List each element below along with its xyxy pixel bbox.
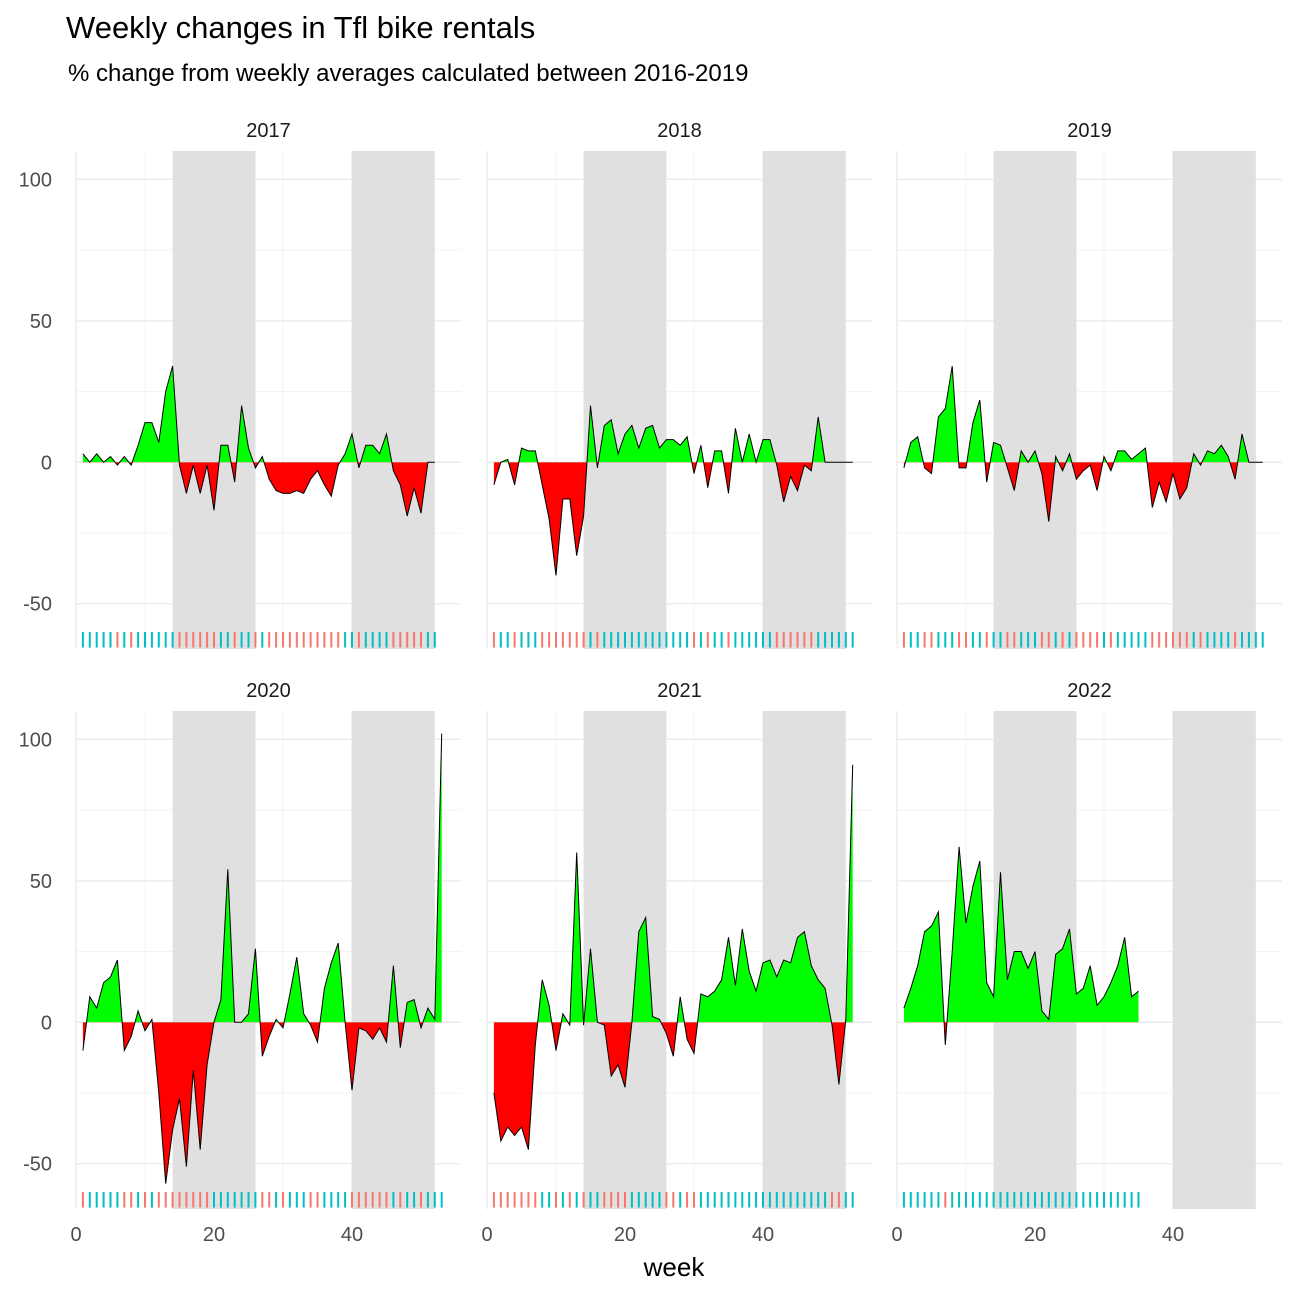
facet-label: 2020 (246, 680, 291, 702)
panel-2019: 2019 (896, 120, 1282, 649)
negative-area (493, 462, 853, 576)
x-tick-label: 40 (341, 1224, 363, 1246)
y-axes: 100 50 0 -50 100 50 0 -50 (19, 169, 52, 1175)
facet-label: 2021 (657, 680, 702, 702)
shaded-band (583, 711, 667, 1209)
shaded-band (172, 151, 256, 649)
y-tick-label: 0 (41, 1012, 52, 1034)
y-tick-label: -50 (23, 1154, 52, 1176)
shaded-band (583, 151, 667, 649)
series-line (903, 365, 1263, 522)
negative-area (82, 462, 435, 517)
y-tick-label: 50 (30, 871, 52, 893)
positive-area (493, 405, 853, 463)
negative-area (493, 1022, 853, 1150)
x-tick-label: 40 (752, 1224, 774, 1246)
shaded-band (993, 151, 1077, 649)
shaded-band (352, 711, 435, 1209)
y-tick-label: -50 (23, 594, 52, 616)
facet-label: 2017 (246, 120, 291, 142)
panel-2022: 2022 (896, 680, 1282, 1209)
x-tick-label: 20 (203, 1224, 225, 1246)
x-tick-label: 0 (481, 1224, 492, 1246)
shaded-band (763, 151, 846, 649)
positive-area (82, 366, 435, 463)
x-axes: 0 20 40 0 20 40 0 20 40 (70, 1224, 1184, 1246)
facet-label: 2018 (657, 120, 702, 142)
positive-area (82, 733, 442, 1023)
shaded-band (352, 151, 435, 649)
y-tick-label: 100 (19, 729, 52, 751)
series-line (493, 764, 854, 1150)
x-tick-label: 20 (1024, 1224, 1046, 1246)
x-tick-label: 20 (614, 1224, 636, 1246)
x-tick-label: 0 (891, 1224, 902, 1246)
chart-subtitle: % change from weekly averages calculated… (68, 60, 749, 87)
x-tick-label: 0 (70, 1224, 81, 1246)
facet-panels: 2017 2018 2019 2020 2021 2022 (75, 120, 1282, 1209)
panel-2017: 2017 (75, 120, 461, 649)
series-line (82, 365, 435, 517)
panel-2018: 2018 (486, 120, 872, 649)
negative-area (82, 1022, 442, 1184)
shaded-band (1173, 151, 1256, 649)
panel-2021: 2021 (486, 680, 872, 1209)
series-line (493, 405, 853, 576)
facet-label: 2022 (1067, 680, 1112, 702)
x-axis-label: week (643, 1252, 706, 1282)
series-line (82, 733, 443, 1184)
positive-area (493, 764, 853, 1023)
y-tick-label: 100 (19, 169, 52, 191)
y-tick-label: 50 (30, 311, 52, 333)
y-tick-label: 0 (41, 452, 52, 474)
series-line (903, 846, 1139, 1045)
x-tick-label: 40 (1162, 1224, 1184, 1246)
positive-area (903, 846, 1139, 1023)
shaded-band (1173, 711, 1256, 1209)
chart-title: Weekly changes in Tfl bike rentals (66, 10, 536, 45)
panel-2020: 2020 (75, 680, 461, 1209)
facet-label: 2019 (1067, 120, 1112, 142)
